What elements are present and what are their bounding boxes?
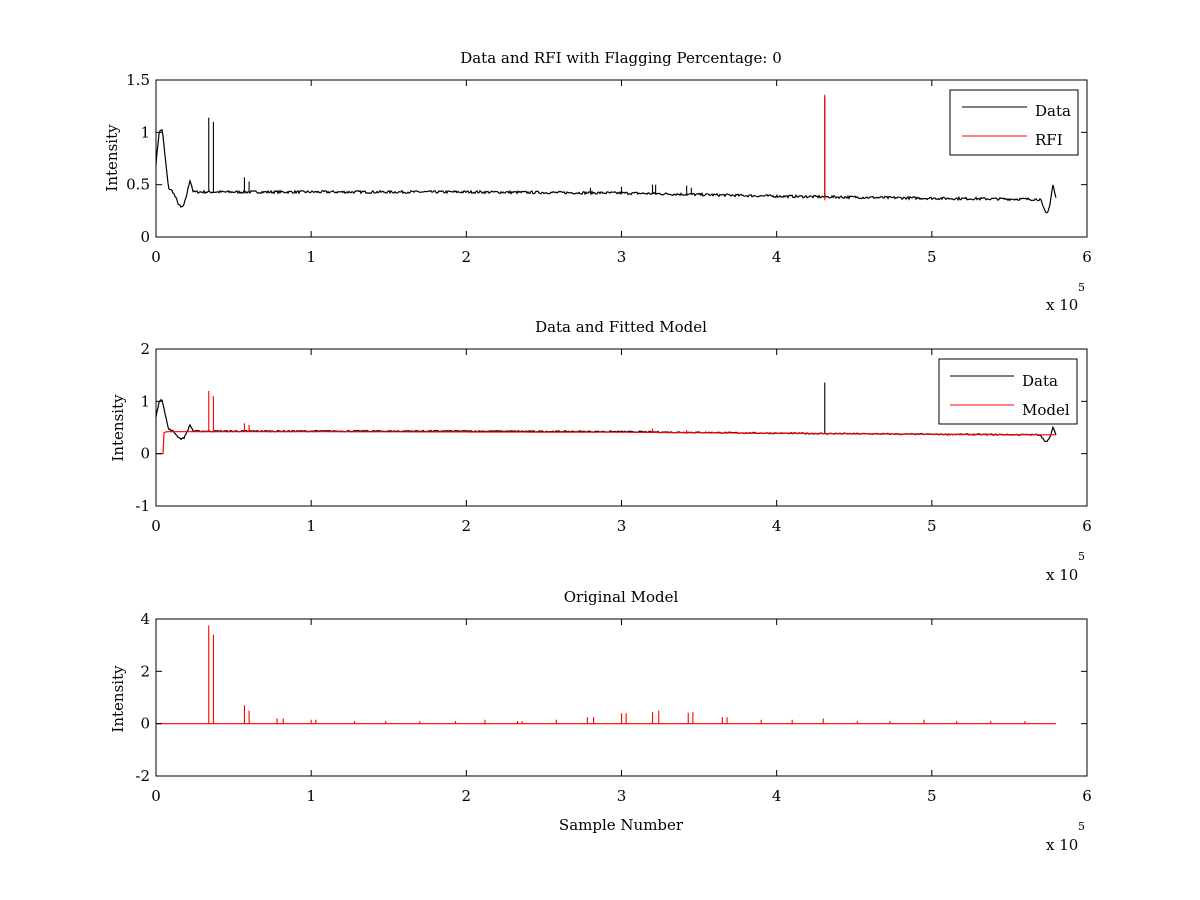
- legend-label-rfi: RFI: [1035, 131, 1063, 149]
- x-tick-label: 2: [462, 517, 472, 535]
- legend: Data Model: [938, 358, 1078, 425]
- y-tick-label: 0.5: [126, 176, 150, 194]
- x-tick-label: 2: [462, 787, 472, 805]
- y-tick-label: 2: [140, 340, 150, 358]
- y-tick-label: -1: [135, 497, 150, 515]
- x-tick-label: 5: [927, 517, 937, 535]
- panel-data-and-fitted-model: Data and Fitted Model Intensity 0 1 2 3 4 5 6 -…: [109, 318, 1092, 584]
- x-tick-label: 0: [151, 248, 161, 266]
- x-exponent-label: x 10 5: [1046, 550, 1085, 584]
- panel-title: Data and Fitted Model: [535, 318, 707, 336]
- x-axis-label: Sample Number: [559, 816, 684, 834]
- axes-box: [155, 79, 1088, 238]
- plot-area: [156, 625, 1056, 725]
- y-tick-label: 0: [140, 445, 150, 463]
- x-exponent-base: x 10: [1046, 566, 1078, 584]
- x-tick-label: 6: [1082, 787, 1092, 805]
- y-tick-label: -2: [135, 767, 150, 785]
- x-tick-label: 4: [772, 517, 782, 535]
- series-line: [156, 431, 1056, 455]
- series-model: [156, 390, 1056, 455]
- x-tick-label: 6: [1082, 248, 1092, 266]
- y-tick-label: 0: [140, 715, 150, 733]
- axis-ticks: 0 1 2 3 4 5 6 0 0.5 1 1.5: [126, 71, 1092, 266]
- x-exponent-power: 5: [1078, 820, 1085, 833]
- x-tick-label: 6: [1082, 517, 1092, 535]
- y-tick-label: 1.5: [126, 71, 150, 89]
- x-tick-label: 3: [617, 517, 627, 535]
- y-axis-label: Intensity: [109, 665, 127, 733]
- legend-label-model: Model: [1022, 401, 1070, 419]
- x-tick-label: 0: [151, 787, 161, 805]
- x-exponent-label: x 10 5: [1046, 820, 1085, 854]
- plot-area: [155, 94, 1057, 214]
- x-tick-label: 5: [927, 787, 937, 805]
- x-tick-label: 1: [306, 248, 316, 266]
- x-tick-label: 1: [306, 517, 316, 535]
- plot-area: [155, 382, 1057, 455]
- y-axis-label: Intensity: [109, 394, 127, 462]
- legend-box: [949, 89, 1079, 156]
- axes-box: [155, 348, 1088, 507]
- legend: Data RFI: [949, 89, 1079, 156]
- x-tick-label: 0: [151, 517, 161, 535]
- x-tick-label: 3: [617, 787, 627, 805]
- panel-title: Original Model: [564, 588, 679, 606]
- x-tick-label: 3: [617, 248, 627, 266]
- panel-original-model: Original Model Intensity Sample Number 0…: [109, 588, 1092, 854]
- x-exponent-base: x 10: [1046, 836, 1078, 854]
- x-tick-label: 4: [772, 248, 782, 266]
- legend-label-data: Data: [1035, 102, 1071, 120]
- y-tick-label: 2: [140, 662, 150, 680]
- y-axis-label: Intensity: [103, 124, 121, 192]
- legend-box: [938, 358, 1078, 425]
- series-line: [155, 128, 1057, 214]
- y-tick-label: 4: [140, 610, 150, 628]
- axes-box: [155, 618, 1088, 777]
- x-tick-label: 2: [462, 248, 472, 266]
- x-exponent-power: 5: [1078, 550, 1085, 563]
- panel-title: Data and RFI with Flagging Percentage: 0: [460, 49, 782, 67]
- y-tick-label: 1: [140, 123, 150, 141]
- legend-label-data: Data: [1022, 372, 1058, 390]
- x-tick-label: 4: [772, 787, 782, 805]
- x-exponent-base: x 10: [1046, 296, 1078, 314]
- x-tick-label: 1: [306, 787, 316, 805]
- panel-data-and-rfi: Data and RFI with Flagging Percentage: 0…: [103, 49, 1092, 314]
- x-exponent-power: 5: [1078, 281, 1085, 294]
- x-tick-label: 5: [927, 248, 937, 266]
- series-original-model: [156, 625, 1056, 725]
- y-tick-label: 0: [140, 228, 150, 246]
- y-tick-label: 1: [140, 392, 150, 410]
- x-exponent-label: x 10 5: [1046, 281, 1085, 314]
